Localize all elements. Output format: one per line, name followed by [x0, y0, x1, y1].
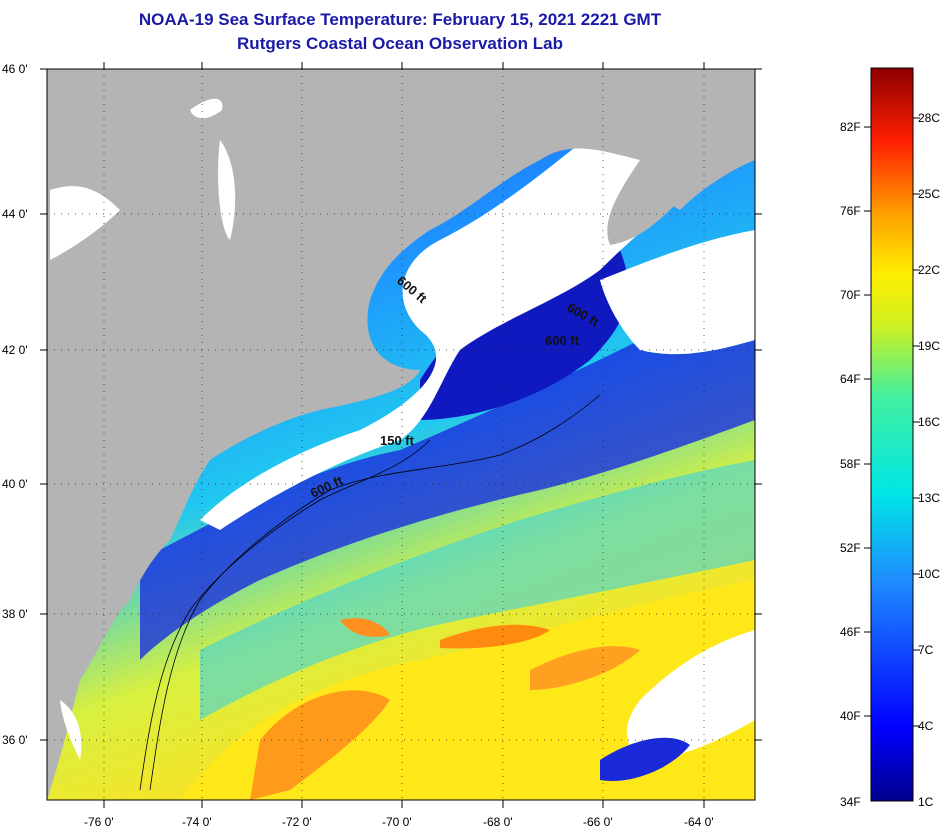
- colorbar-c-label: 28C: [918, 111, 940, 125]
- colorbar-c-label: 19C: [918, 339, 940, 353]
- colorbar-f-label: 40F: [840, 709, 861, 723]
- gulf-of-maine-cold: [420, 250, 629, 420]
- map-title: NOAA-19 Sea Surface Temperature: Februar…: [138, 10, 662, 29]
- lon-label: -66 0': [583, 815, 613, 829]
- cold-water-band: [140, 290, 755, 660]
- lake-2: [218, 140, 236, 240]
- lon-label: -72 0': [282, 815, 312, 829]
- map-image: [47, 69, 755, 800]
- colorbar-c-label: 13C: [918, 491, 940, 505]
- colorbar-f-label: 46F: [840, 625, 861, 639]
- lat-label: 44 0': [2, 207, 28, 221]
- cloud-patch-se: [626, 630, 755, 760]
- warm-filament-2: [530, 646, 640, 690]
- lake-1: [190, 98, 223, 119]
- contour-label: 600 ft: [545, 333, 580, 348]
- colorbar-f-label: 70F: [840, 288, 861, 302]
- lat-label: 38 0': [2, 607, 28, 621]
- lon-label: -64 0': [684, 815, 714, 829]
- contour-label: 150 ft: [380, 433, 415, 448]
- colorbar-c-label: 4C: [918, 719, 934, 733]
- warm-water-orange: [250, 690, 390, 800]
- contour-150ft: [139, 439, 431, 791]
- colorbar-f-label: 52F: [840, 541, 861, 555]
- mid-temp-band: [200, 460, 755, 720]
- chesapeake-bay: [60, 700, 82, 760]
- lon-label: -70 0': [382, 815, 412, 829]
- graticule: [47, 69, 755, 800]
- axis-ticks: [40, 62, 762, 808]
- colorbar-c-label: 7C: [918, 643, 934, 657]
- colorbar-f-label: 34F: [840, 795, 861, 809]
- warm-filament-3: [340, 618, 390, 637]
- colorbar-c-label: 1C: [918, 795, 934, 809]
- lat-label: 46 0': [2, 62, 28, 76]
- map-subtitle: Rutgers Coastal Ocean Observation Lab: [237, 34, 563, 53]
- colorbar-c-label: 10C: [918, 567, 940, 581]
- nova-scotia: [640, 109, 755, 210]
- contour-600ft: [149, 394, 601, 791]
- lat-label: 42 0': [2, 343, 28, 357]
- colorbar-f-label: 64F: [840, 372, 861, 386]
- colorbar-scale: [870, 67, 914, 802]
- cold-eddy-se: [600, 737, 690, 781]
- colorbar-c-label: 25C: [918, 187, 940, 201]
- cloud-cover-ne: [600, 230, 755, 355]
- colorbar-f-label: 58F: [840, 457, 861, 471]
- lat-label: 36 0': [2, 733, 28, 747]
- warm-filament-1: [440, 624, 550, 649]
- colorbar-f-label: 82F: [840, 120, 861, 134]
- lon-label: -68 0': [483, 815, 513, 829]
- lat-label: 40 0': [2, 477, 28, 491]
- land-mass: [47, 69, 755, 800]
- colorbar-c-label: 16C: [918, 415, 940, 429]
- lon-label: -74 0': [182, 815, 212, 829]
- colorbar-f-label: 76F: [840, 204, 861, 218]
- colorbar-c-label: 22C: [918, 263, 940, 277]
- map-frame: [46, 68, 756, 801]
- lon-label: -76 0': [84, 815, 114, 829]
- lake-ontario: [50, 186, 120, 260]
